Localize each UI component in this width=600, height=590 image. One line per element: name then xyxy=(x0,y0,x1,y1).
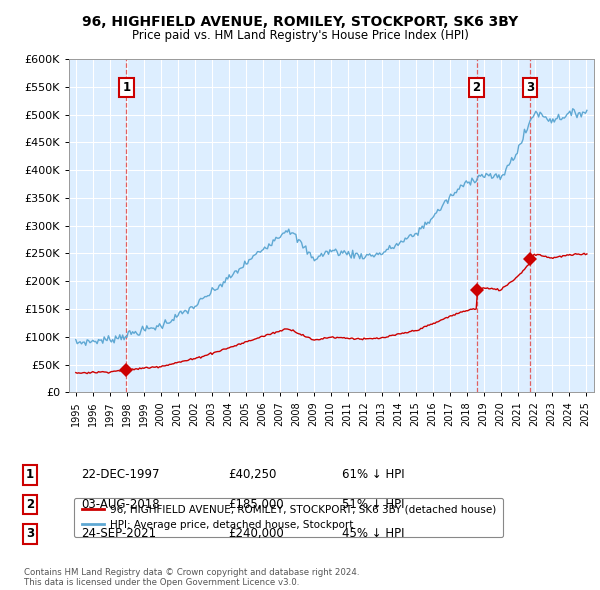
Text: 45% ↓ HPI: 45% ↓ HPI xyxy=(342,527,404,540)
Legend: 96, HIGHFIELD AVENUE, ROMILEY, STOCKPORT, SK6 3BY (detached house), HPI: Average: 96, HIGHFIELD AVENUE, ROMILEY, STOCKPORT… xyxy=(74,497,503,537)
Text: 2: 2 xyxy=(26,498,34,511)
Text: £240,000: £240,000 xyxy=(228,527,284,540)
Text: 2: 2 xyxy=(473,81,481,94)
Text: 96, HIGHFIELD AVENUE, ROMILEY, STOCKPORT, SK6 3BY: 96, HIGHFIELD AVENUE, ROMILEY, STOCKPORT… xyxy=(82,15,518,29)
Text: 03-AUG-2018: 03-AUG-2018 xyxy=(81,498,160,511)
Text: Contains HM Land Registry data © Crown copyright and database right 2024.
This d: Contains HM Land Registry data © Crown c… xyxy=(24,568,359,587)
Text: 51% ↓ HPI: 51% ↓ HPI xyxy=(342,498,404,511)
Text: 61% ↓ HPI: 61% ↓ HPI xyxy=(342,468,404,481)
Text: £185,000: £185,000 xyxy=(228,498,284,511)
Text: 1: 1 xyxy=(122,81,130,94)
Text: Price paid vs. HM Land Registry's House Price Index (HPI): Price paid vs. HM Land Registry's House … xyxy=(131,30,469,42)
Text: 1: 1 xyxy=(26,468,34,481)
Text: £40,250: £40,250 xyxy=(228,468,277,481)
Text: 3: 3 xyxy=(26,527,34,540)
Text: 22-DEC-1997: 22-DEC-1997 xyxy=(81,468,160,481)
Text: 24-SEP-2021: 24-SEP-2021 xyxy=(81,527,156,540)
Text: 3: 3 xyxy=(526,81,534,94)
